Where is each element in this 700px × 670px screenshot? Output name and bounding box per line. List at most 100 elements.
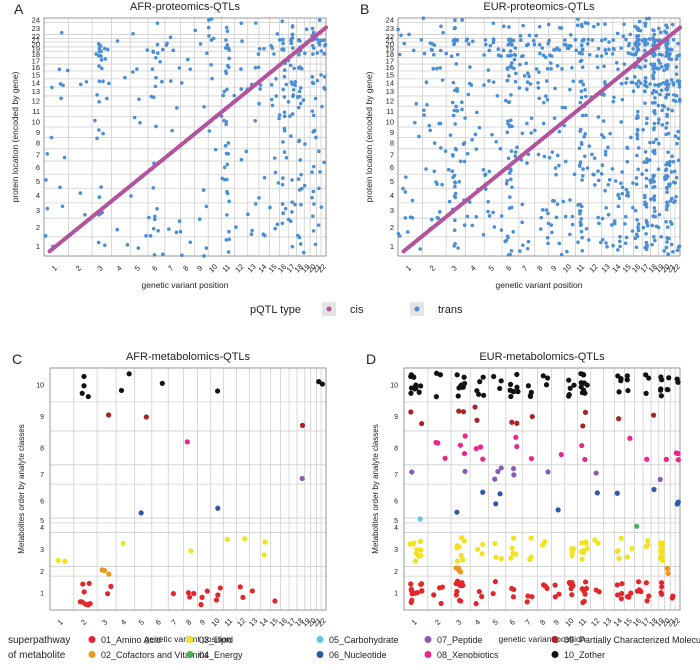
trans-point	[276, 181, 281, 185]
trans-point	[322, 52, 326, 56]
trans-point	[454, 147, 458, 152]
metabolite-point	[456, 408, 462, 414]
trans-point	[636, 146, 641, 150]
trans-point	[224, 25, 229, 30]
metabolite-points	[55, 371, 325, 608]
x-tick-label: 9	[552, 618, 561, 627]
trans-point	[281, 176, 285, 180]
trans-point	[96, 240, 101, 245]
trans-point	[453, 218, 457, 223]
y-tick-label: 5	[40, 518, 44, 525]
trans-point	[155, 207, 159, 211]
trans-point	[115, 227, 120, 232]
trans-point	[626, 51, 631, 55]
metabolite-point	[491, 373, 497, 380]
trans-point	[432, 53, 436, 57]
trans-point	[491, 210, 495, 215]
trans-point	[652, 179, 656, 184]
trans-point	[223, 144, 228, 148]
metabolite-point	[237, 584, 243, 590]
plot-frame	[43, 17, 327, 257]
trans-point	[644, 58, 648, 63]
x-tick-label: 3	[100, 618, 109, 627]
trans-point	[132, 115, 137, 120]
trans-point	[652, 206, 657, 210]
y-tick-label: 6	[390, 163, 394, 172]
trans-point	[443, 149, 448, 154]
metabolite-point	[624, 373, 630, 379]
trans-point	[256, 52, 261, 56]
metabolite-points	[407, 370, 681, 607]
trans-point	[151, 95, 156, 100]
x-tick-label: 4	[119, 618, 128, 627]
trans-point	[505, 66, 510, 70]
trans-point	[435, 66, 439, 71]
trans-point	[286, 100, 291, 104]
trans-point	[206, 25, 211, 30]
x-tick-label: 10	[563, 616, 575, 628]
y-tick-label: 8	[40, 445, 44, 452]
trans-point	[602, 64, 606, 69]
trans-point	[155, 42, 160, 47]
trans-point	[507, 25, 511, 29]
trans-point	[643, 200, 647, 205]
legend-label: 09_Partially Characterized Molecules	[564, 635, 700, 645]
trans-point	[635, 136, 640, 141]
trans-point	[491, 38, 496, 43]
trans-point	[604, 206, 608, 210]
trans-point	[650, 101, 655, 105]
trans-point	[177, 219, 182, 224]
trans-point	[154, 75, 158, 80]
legend-swatch-trans	[414, 306, 420, 312]
trans-point	[578, 220, 583, 225]
trans-point	[105, 96, 109, 101]
trans-point	[666, 131, 671, 136]
trans-point	[616, 204, 621, 209]
trans-point	[677, 85, 682, 89]
metabolite-point	[455, 393, 461, 399]
trans-point	[557, 241, 562, 246]
trans-point	[612, 221, 617, 226]
trans-point	[658, 30, 663, 35]
trans-point	[273, 170, 278, 175]
trans-point	[421, 16, 426, 20]
trans-point	[563, 159, 568, 164]
x-tick-label: 7	[166, 264, 175, 273]
trans-point	[569, 44, 573, 48]
trans-point	[521, 243, 525, 248]
trans-point	[310, 80, 315, 85]
metabolite-point	[299, 475, 305, 482]
trans-point	[507, 206, 512, 210]
x-tick-label: 6	[154, 618, 163, 627]
metabolite-point	[184, 439, 190, 445]
panel-title: EUR-proteomics-QTLs	[483, 1, 595, 13]
metabolite-point	[675, 379, 681, 385]
trans-point	[671, 37, 676, 42]
trans-point	[602, 93, 606, 97]
metabolite-point	[106, 412, 112, 418]
trans-point	[638, 81, 643, 86]
metabolite-point	[659, 545, 665, 552]
trans-point	[297, 138, 302, 143]
trans-point	[644, 168, 649, 173]
panel-letter: B	[360, 1, 369, 17]
trans-point	[537, 70, 541, 74]
metabolite-point	[272, 598, 278, 604]
trans-point	[456, 246, 460, 250]
trans-point	[470, 223, 475, 228]
trans-point	[557, 163, 561, 168]
trans-point	[507, 123, 512, 128]
x-tick-label: 1	[50, 264, 59, 273]
trans-point	[565, 249, 569, 254]
trans-point	[673, 134, 678, 139]
trans-point	[643, 89, 647, 94]
y-tick-label: 6	[40, 499, 44, 506]
metabolite-point	[414, 589, 420, 596]
trans-point	[668, 199, 673, 203]
trans-point	[301, 250, 306, 255]
x-tick-label: 12	[589, 616, 601, 628]
metabolite-point	[646, 593, 652, 599]
legend-swatch	[316, 636, 324, 643]
metabolite-point	[498, 556, 504, 562]
trans-point	[650, 223, 655, 228]
